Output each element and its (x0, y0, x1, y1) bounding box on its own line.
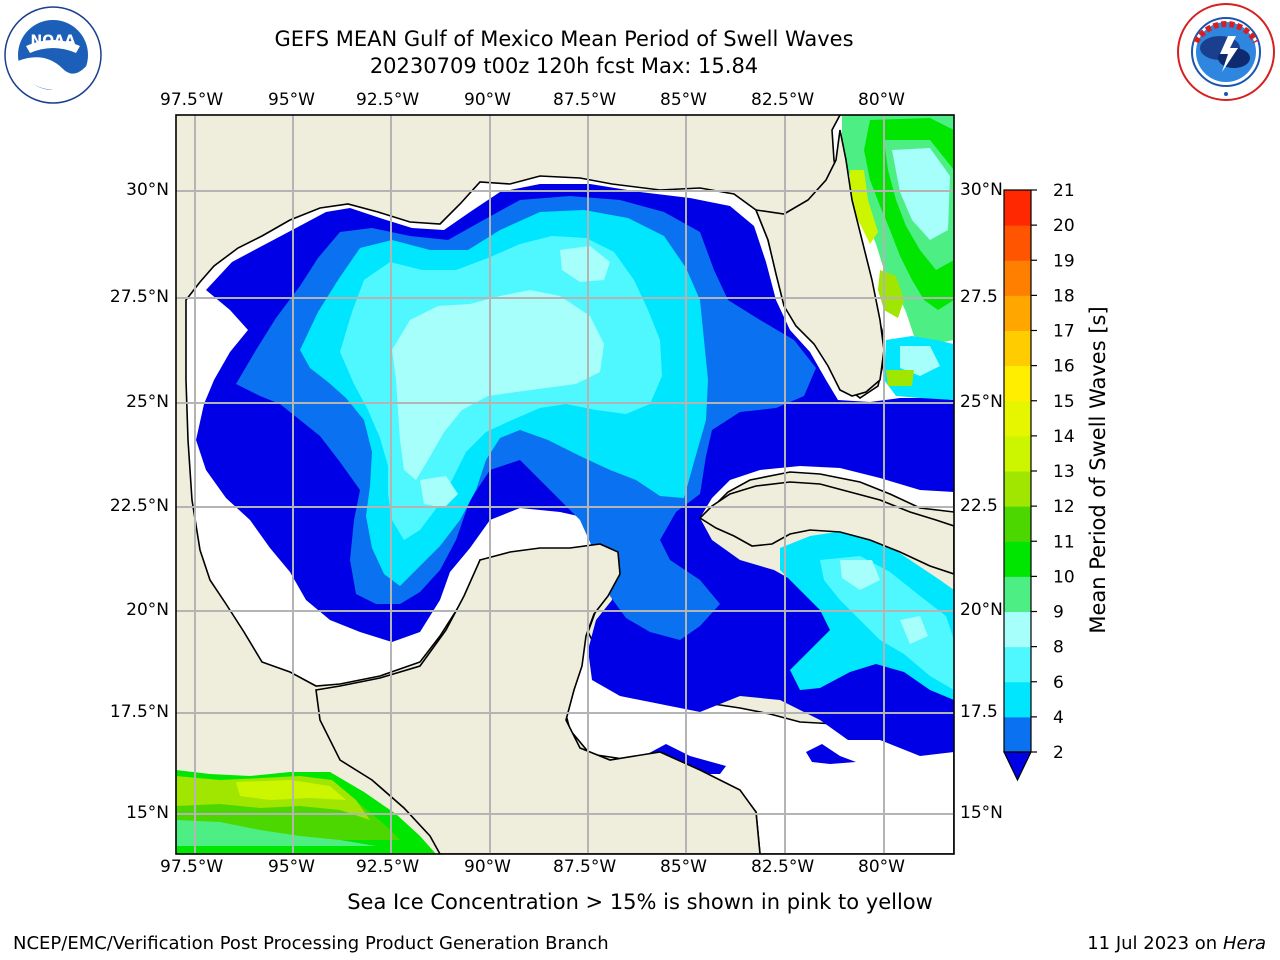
lon-label-top-4: 90°W (464, 90, 511, 110)
lon-label-bottom-6: 85°W (660, 857, 707, 877)
colorbar-tick-label: 16 (1053, 357, 1075, 377)
lat-label-right-5: 20°N (960, 600, 1003, 620)
colorbar-tick-label: 11 (1053, 532, 1075, 552)
colorbar-label: Mean Period of Swell Waves [s] (1086, 306, 1110, 634)
swell-field-8-9 (392, 290, 604, 480)
lon-label-top-2: 95°W (268, 90, 315, 110)
lon-label-bottom-2: 95°W (268, 857, 315, 877)
colorbar-tick-label: 18 (1053, 286, 1075, 306)
colorbar-segment (1004, 190, 1031, 226)
lon-label-bottom-1: 97.5°W (160, 857, 224, 877)
colorbar-segment (1004, 611, 1031, 648)
lat-label-left-5: 20°N (126, 600, 169, 620)
credit-text: NCEP/EMC/Verification Post Processing Pr… (13, 933, 609, 954)
colorbar-segment (1004, 646, 1031, 683)
colorbar-tick-label: 12 (1053, 497, 1075, 517)
noaa-logo-text: NOAA (31, 33, 76, 49)
lat-label-right-6: 17.5 (960, 702, 998, 722)
colorbar-tick-label: 4 (1053, 708, 1064, 728)
colorbar-segment (1004, 365, 1031, 402)
colorbar-segment (1004, 541, 1031, 577)
colorbar-tick-label: 13 (1053, 462, 1075, 482)
colorbar-extend-min (1003, 751, 1032, 782)
lat-label-right-7: 15°N (960, 803, 1003, 823)
colorbar-segment (1004, 435, 1031, 472)
lat-label-right-1: 30°N (960, 180, 1003, 200)
lon-label-bottom-3: 92.5°W (356, 857, 420, 877)
date-text: 11 Jul 2023 on (1087, 933, 1218, 954)
colorbar-segment (1004, 225, 1031, 261)
lon-label-top-6: 85°W (660, 90, 707, 110)
lon-label-bottom-4: 90°W (464, 857, 511, 877)
colorbar-tick-label: 10 (1053, 567, 1075, 587)
lon-label-top-5: 87.5°W (553, 90, 617, 110)
nws-logo (1176, 2, 1276, 102)
lat-label-left-6: 17.5°N (109, 702, 169, 722)
colorbar-segment (1004, 716, 1031, 753)
lat-label-left-4: 22.5°N (109, 496, 169, 516)
colorbar-tick-label: 6 (1053, 673, 1064, 693)
lat-label-left-2: 27.5°N (109, 287, 169, 307)
colorbar-tick-label: 20 (1053, 216, 1075, 236)
lon-label-top-7: 82.5°W (751, 90, 815, 110)
lat-label-left-7: 15°N (126, 803, 169, 823)
colorbar-segment (1004, 260, 1031, 296)
date-stamp: 11 Jul 2023 on Hera (1087, 933, 1266, 954)
lat-label-right-2: 27.5 (960, 287, 998, 307)
sea-ice-note: Sea Ice Concentration > 15% is shown in … (347, 890, 933, 914)
colorbar-tick-label: 9 (1053, 603, 1064, 623)
lon-label-bottom-5: 87.5°W (553, 857, 617, 877)
colorbar-segment (1004, 681, 1031, 718)
lon-label-top-1: 97.5°W (160, 90, 224, 110)
footer-note-wrap: Sea Ice Concentration > 15% is shown in … (0, 890, 1280, 914)
chart-subtitle: 20230709 t00z 120h fcst Max: 15.84 (369, 54, 759, 78)
lon-label-top-3: 92.5°W (356, 90, 420, 110)
colorbar-tick-label: 17 (1053, 322, 1075, 342)
colorbar-tick-label: 19 (1053, 251, 1075, 271)
noaa-logo: NOAA (4, 6, 102, 104)
colorbar-tick-label: 14 (1053, 427, 1075, 447)
colorbar-segment (1004, 576, 1031, 612)
lat-label-right-4: 22.5 (960, 496, 998, 516)
colorbar-segment (1004, 400, 1031, 437)
lat-label-left-3: 25°N (126, 392, 169, 412)
colorbar-tick-label: 21 (1053, 181, 1075, 201)
lon-label-top-8: 80°W (858, 90, 905, 110)
yucatan-land (315, 543, 761, 854)
graticule (176, 115, 954, 854)
colorbar-segment (1004, 295, 1031, 331)
colorbar-segment (1004, 506, 1031, 542)
chart-title: GEFS MEAN Gulf of Mexico Mean Period of … (274, 27, 854, 51)
machine-name: Hera (1222, 933, 1266, 954)
colorbar-segment (1004, 471, 1031, 507)
colorbar-tick-label: 8 (1053, 638, 1064, 658)
colorbar-tick-label: 2 (1053, 743, 1064, 763)
lat-label-right-3: 25°N (960, 392, 1003, 412)
colorbar-tick-label: 15 (1053, 392, 1075, 412)
colorbar: 2 4 6 8 9 10 11 12 13 14 15 16 17 18 19 20 21 (1003, 181, 1075, 782)
lon-label-bottom-8: 80°W (858, 857, 905, 877)
colorbar-segment (1004, 330, 1031, 367)
lon-label-bottom-7: 82.5°W (751, 857, 815, 877)
map-frame (175, 114, 955, 855)
cuba-land (698, 481, 954, 575)
lat-label-left-1: 30°N (126, 180, 169, 200)
